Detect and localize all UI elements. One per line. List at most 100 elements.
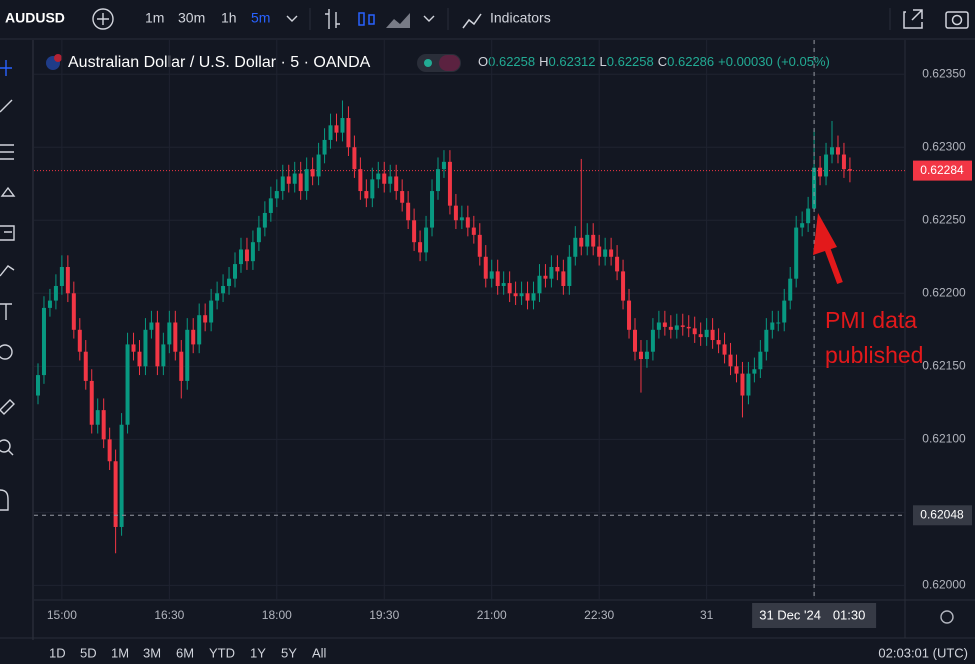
bars-icon[interactable] (325, 9, 340, 29)
candle-body (483, 256, 488, 279)
candle-body (161, 344, 166, 367)
candle-body (621, 271, 626, 301)
candle-body (77, 329, 82, 352)
candle-body (274, 191, 279, 199)
candle-body (304, 169, 309, 192)
candle-body (298, 173, 303, 192)
candle-body (841, 154, 846, 170)
range-button[interactable]: All (312, 645, 327, 660)
candle-body (155, 322, 160, 367)
crosshair-date: 31 Dec '24 (759, 607, 821, 622)
ohlc-value: 0.62258 (607, 54, 654, 69)
interval-button[interactable]: 1m (145, 10, 164, 26)
range-button[interactable]: 1Y (250, 645, 266, 660)
pattern-tool[interactable] (0, 186, 16, 197)
x-tick-label: 16:30 (154, 608, 184, 622)
candle-body (53, 285, 58, 301)
ohlc-value: 0.62286 (667, 54, 714, 69)
x-tick-label: 15:00 (47, 608, 77, 622)
candle-body (800, 223, 805, 228)
candle-body (65, 267, 70, 294)
dropdown[interactable] (423, 15, 435, 22)
snapshot-icon[interactable] (945, 11, 969, 29)
candle-body (119, 424, 124, 527)
plot: 0.620000.620500.621000.621500.622000.622… (34, 40, 975, 638)
candle-body (179, 351, 184, 381)
candle-body (322, 139, 327, 155)
candle-body (262, 212, 267, 228)
candle-body (830, 147, 835, 155)
y-tick-label: 0.62200 (922, 285, 966, 299)
x-tick-label: 22:30 (584, 608, 614, 622)
candle-body (209, 300, 214, 323)
indicators-button[interactable]: Indicators (490, 10, 551, 26)
crosshair-time: 01:30 (833, 607, 866, 622)
area-icon[interactable] (386, 13, 410, 28)
status-dot (424, 59, 432, 67)
candle-body (489, 271, 494, 279)
candle-body (221, 285, 226, 294)
brush-tool[interactable] (0, 265, 15, 277)
candle-body (806, 208, 811, 224)
zoom-tool[interactable] (0, 439, 11, 453)
chart-title: Australian Dollar / U.S. Dollar · 5 · OA… (68, 54, 371, 71)
range-button[interactable]: YTD (209, 645, 235, 660)
add-symbol[interactable] (92, 8, 114, 30)
candle-body (668, 326, 673, 330)
range-button[interactable]: 6M (176, 645, 194, 660)
candle-body (615, 256, 620, 272)
candle-body (125, 344, 130, 425)
emoji-tool[interactable] (0, 344, 13, 360)
candle-body (95, 410, 100, 425)
candle-body (674, 325, 679, 330)
candle-body (549, 267, 554, 279)
range-button[interactable]: 5Y (281, 645, 297, 660)
symbol[interactable]: AUDUSD (5, 10, 65, 26)
settings-icon[interactable] (940, 610, 954, 624)
candle-body (203, 315, 208, 323)
candle-body (137, 351, 142, 367)
range-button[interactable]: 1M (111, 645, 129, 660)
candle-body (579, 237, 584, 247)
candle-body (824, 154, 829, 177)
candle-body (316, 154, 321, 177)
indicators-icon[interactable] (462, 13, 482, 29)
projection-tool[interactable] (0, 225, 15, 241)
candle-body (704, 329, 709, 338)
candle-body (334, 125, 339, 133)
candle-body (477, 234, 482, 257)
candle-body (447, 161, 452, 206)
text-tool[interactable] (0, 303, 12, 320)
candle-body (435, 169, 440, 192)
candle-body (71, 293, 76, 330)
range-button[interactable]: 1D (49, 645, 66, 660)
candles-icon[interactable] (358, 12, 365, 26)
flag-us (54, 54, 62, 62)
candle-body (244, 249, 249, 262)
interval-button[interactable]: 1h (221, 10, 237, 26)
candle-body (531, 293, 536, 301)
dropdown[interactable] (286, 15, 298, 22)
candle-body (740, 373, 745, 396)
candle-body (418, 242, 423, 253)
interval-button[interactable]: 30m (178, 10, 205, 26)
ohlc-label: C (658, 54, 667, 69)
measure-tool[interactable] (0, 399, 15, 415)
fib-tool[interactable] (0, 144, 14, 160)
candles-icon (368, 14, 375, 25)
magnet-tool[interactable] (0, 489, 9, 511)
candle-body (131, 344, 136, 352)
candle-body (519, 293, 524, 297)
fullscreen-icon[interactable] (903, 9, 923, 29)
candle-body (185, 329, 190, 381)
y-tick-label: 0.62100 (922, 432, 966, 446)
line-tool[interactable] (0, 99, 13, 113)
interval-button[interactable]: 5m (251, 10, 270, 26)
candle-body (603, 249, 608, 257)
candle-body (47, 300, 52, 308)
candle-body (388, 176, 393, 184)
range-button[interactable]: 5D (80, 645, 97, 660)
candle-body (412, 220, 417, 243)
crosshair-tool[interactable] (0, 60, 12, 76)
range-button[interactable]: 3M (143, 645, 161, 660)
